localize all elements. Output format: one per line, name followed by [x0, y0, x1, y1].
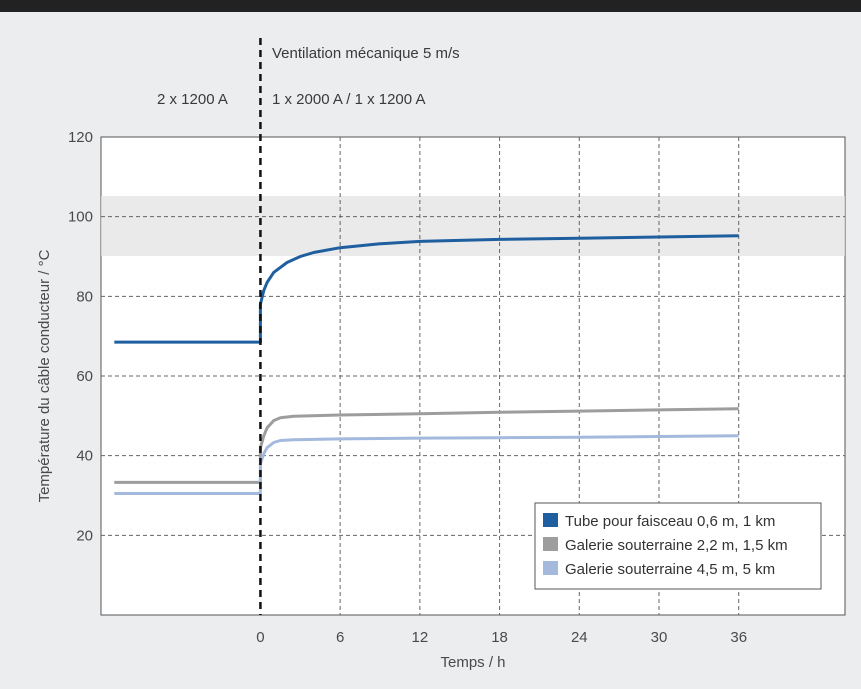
x-tick-label: 30: [651, 629, 668, 646]
x-tick-label: 0: [256, 629, 264, 646]
series-line-1: [114, 234, 739, 344]
x-tick-label: 18: [491, 629, 508, 646]
x-axis-title: Temps / h: [440, 654, 505, 671]
y-tick-label: 40: [76, 448, 93, 465]
before-current-label: 2 x 1200 A: [157, 91, 228, 108]
legend-label: Galerie souterraine 2,2 m, 1,5 km: [565, 537, 788, 554]
legend-swatch: [543, 561, 558, 575]
legend-swatch: [543, 513, 558, 527]
x-tick-label: 12: [412, 629, 429, 646]
y-tick-label: 120: [68, 129, 93, 146]
y-tick-label: 80: [76, 288, 93, 305]
after-current-label: 1 x 2000 A / 1 x 1200 A: [272, 91, 425, 108]
legend-box: [534, 502, 822, 590]
legend-swatch: [543, 537, 558, 551]
y-tick-label: 60: [76, 368, 93, 385]
legend-label: Tube pour faisceau 0,6 m, 1 km: [565, 513, 775, 530]
x-tick-label: 24: [571, 629, 588, 646]
series-line-2: [114, 407, 739, 484]
legend: Tube pour faisceau 0,6 m, 1 km Galerie so…: [534, 502, 822, 590]
x-tick-label: 36: [730, 629, 747, 646]
top-border-bar: [0, 0, 861, 12]
highlight-band: [101, 196, 845, 256]
x-tick-label: 6: [336, 629, 344, 646]
event-label: Ventilation mécanique 5 m/s: [272, 45, 460, 62]
y-tick-label: 20: [76, 527, 93, 544]
y-tick-label: 100: [68, 209, 93, 226]
legend-label: Galerie souterraine 4,5 m, 5 km: [565, 561, 775, 578]
y-axis-title: Température du câble conducteur / °C: [36, 249, 53, 502]
